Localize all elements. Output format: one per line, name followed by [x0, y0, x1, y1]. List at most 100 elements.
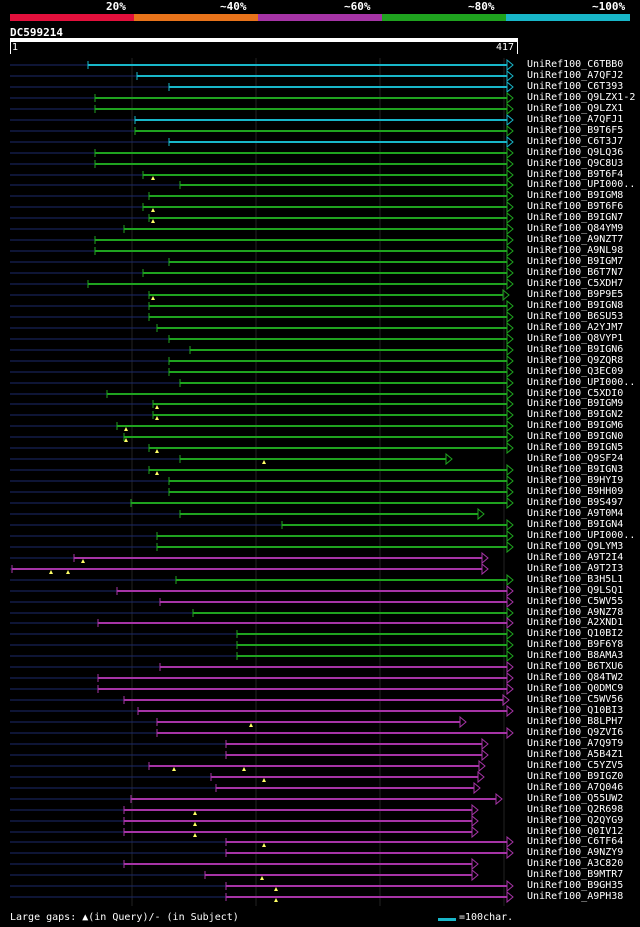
hit-row[interactable]: UniRef100_B9IGN0	[0, 431, 640, 443]
hit-row[interactable]: UniRef100_Q84TW2	[0, 672, 640, 684]
hit-row[interactable]: UniRef100_A9T2I4	[0, 552, 640, 564]
hit-row[interactable]: UniRef100_A3C820	[0, 858, 640, 870]
hit-label[interactable]: UniRef100_Q9C8U3	[527, 158, 624, 169]
hit-label[interactable]: UniRef100_A7Q9T9	[527, 738, 624, 749]
hit-label[interactable]: UniRef100_B6TXU6	[527, 661, 624, 672]
hit-label[interactable]: UniRef100_B9IGN2	[527, 409, 624, 420]
hit-row[interactable]: UniRef100_C6TF64	[0, 836, 640, 848]
hit-row[interactable]: UniRef100_Q2QYG9	[0, 815, 640, 827]
hit-label[interactable]: UniRef100_B9F6Y8	[527, 639, 624, 650]
hit-label[interactable]: UniRef100_B9IGN7	[527, 212, 624, 223]
hit-label[interactable]: UniRef100_A5B4Z1	[527, 749, 624, 760]
hit-row[interactable]: UniRef100_Q9LZX1-2	[0, 92, 640, 104]
hit-row[interactable]: UniRef100_B8AMA3	[0, 650, 640, 662]
hit-row[interactable]: UniRef100_Q84YM9	[0, 223, 640, 235]
hit-row[interactable]: UniRef100_A2YJM7	[0, 322, 640, 334]
hit-row[interactable]: UniRef100_B9MTR7	[0, 869, 640, 881]
hit-row[interactable]: UniRef100_C5XDH7	[0, 278, 640, 290]
hit-row[interactable]: UniRef100_B9S497	[0, 497, 640, 509]
hit-label[interactable]: UniRef100_C6T393	[527, 81, 624, 92]
hit-label[interactable]: UniRef100_B8AMA3	[527, 650, 624, 661]
hit-label[interactable]: UniRef100_A7QFJ2	[527, 70, 624, 81]
hit-row[interactable]: UniRef100_B3H5L1	[0, 574, 640, 586]
hit-row[interactable]: UniRef100_C6T3J7	[0, 136, 640, 148]
hit-row[interactable]: UniRef100_B9IGN6	[0, 344, 640, 356]
hit-row[interactable]: UniRef100_Q55UW2	[0, 793, 640, 805]
hit-row[interactable]: UniRef100_UPI000..	[0, 179, 640, 191]
hit-label[interactable]: UniRef100_B9IGZ0	[527, 771, 624, 782]
hit-label[interactable]: UniRef100_C5WV56	[527, 694, 624, 705]
hit-label[interactable]: UniRef100_Q8VYP1	[527, 333, 624, 344]
hit-row[interactable]: UniRef100_B9IGM6	[0, 420, 640, 432]
hit-label[interactable]: UniRef100_B9IGN4	[527, 519, 624, 530]
hit-label[interactable]: UniRef100_C6TF64	[527, 836, 624, 847]
hit-label[interactable]: UniRef100_Q2R698	[527, 804, 624, 815]
hit-row[interactable]: UniRef100_Q9LYM3	[0, 541, 640, 553]
hit-label[interactable]: UniRef100_A3C820	[527, 858, 624, 869]
hit-row[interactable]: UniRef100_Q10BI2	[0, 628, 640, 640]
hit-label[interactable]: UniRef100_C5YZV5	[527, 760, 624, 771]
hit-row[interactable]: UniRef100_B9IGN2	[0, 409, 640, 421]
hit-row[interactable]: UniRef100_B9IGM9	[0, 398, 640, 410]
hit-row[interactable]: UniRef100_Q9LZX1	[0, 103, 640, 115]
hit-label[interactable]: UniRef100_B9T6F5	[527, 125, 624, 136]
hit-row[interactable]: UniRef100_A9NZY9	[0, 847, 640, 859]
hit-label[interactable]: UniRef100_B9T6F6	[527, 201, 624, 212]
hit-row[interactable]: UniRef100_B9IGN4	[0, 519, 640, 531]
hit-row[interactable]: UniRef100_B9GH35	[0, 880, 640, 892]
hit-row[interactable]: UniRef100_A7Q046	[0, 782, 640, 794]
hit-label[interactable]: UniRef100_B9GH35	[527, 880, 624, 891]
hit-label[interactable]: UniRef100_Q9LYM3	[527, 541, 624, 552]
hit-label[interactable]: UniRef100_Q55UW2	[527, 793, 624, 804]
hit-label[interactable]: UniRef100_B9IGM8	[527, 190, 624, 201]
hit-label[interactable]: UniRef100_A9NZ78	[527, 607, 624, 618]
hit-row[interactable]: UniRef100_Q0IV12	[0, 826, 640, 838]
hit-row[interactable]: UniRef100_Q2R698	[0, 804, 640, 816]
hit-row[interactable]: UniRef100_C5WV55	[0, 596, 640, 608]
hit-label[interactable]: UniRef100_C5XDH7	[527, 278, 624, 289]
hit-label[interactable]: UniRef100_B9MTR7	[527, 869, 624, 880]
hit-label[interactable]: UniRef100_Q10BI3	[527, 705, 624, 716]
hit-label[interactable]: UniRef100_Q10BI2	[527, 628, 624, 639]
hit-label[interactable]: UniRef100_B9IGN6	[527, 344, 624, 355]
hit-row[interactable]: UniRef100_A9NL98	[0, 245, 640, 257]
hit-label[interactable]: UniRef100_B9IGM6	[527, 420, 624, 431]
hit-label[interactable]: UniRef100_Q3EC09	[527, 366, 624, 377]
hit-row[interactable]: UniRef100_A9NZ78	[0, 607, 640, 619]
hit-row[interactable]: UniRef100_C6TBB0	[0, 59, 640, 71]
hit-label[interactable]: UniRef100_C6T3J7	[527, 136, 624, 147]
hit-label[interactable]: UniRef100_A7Q046	[527, 782, 624, 793]
hit-row[interactable]: UniRef100_A9PH38	[0, 891, 640, 903]
hit-row[interactable]: UniRef100_B9HH09	[0, 486, 640, 498]
hit-label[interactable]: UniRef100_C5WV55	[527, 596, 624, 607]
hit-label[interactable]: UniRef100_B9IGN0	[527, 431, 624, 442]
hit-label[interactable]: UniRef100_Q9LSQ1	[527, 585, 624, 596]
hit-label[interactable]: UniRef100_B9IGN8	[527, 300, 624, 311]
hit-row[interactable]: UniRef100_UPI000..	[0, 530, 640, 542]
hit-row[interactable]: UniRef100_B9IGN8	[0, 300, 640, 312]
hit-label[interactable]: UniRef100_Q9LZX1	[527, 103, 624, 114]
hit-label[interactable]: UniRef100_A9T2I3	[527, 563, 624, 574]
hit-row[interactable]: UniRef100_B8LPH7	[0, 716, 640, 728]
hit-row[interactable]: UniRef100_A9T0M4	[0, 508, 640, 520]
hit-row[interactable]: UniRef100_C5WV56	[0, 694, 640, 706]
hit-label[interactable]: UniRef100_A9T0M4	[527, 508, 624, 519]
hit-row[interactable]: UniRef100_B9IGN3	[0, 464, 640, 476]
hit-row[interactable]: UniRef100_B9IGN7	[0, 212, 640, 224]
hit-label[interactable]: UniRef100_Q0IV12	[527, 826, 624, 837]
hit-label[interactable]: UniRef100_Q0DMC9	[527, 683, 624, 694]
hit-label[interactable]: UniRef100_Q84TW2	[527, 672, 624, 683]
hit-row[interactable]: UniRef100_Q9SF24	[0, 453, 640, 465]
hit-row[interactable]: UniRef100_Q10BI3	[0, 705, 640, 717]
hit-label[interactable]: UniRef100_Q9LZX1-2	[527, 92, 636, 103]
hit-label[interactable]: UniRef100_A9PH38	[527, 891, 624, 902]
hit-label[interactable]: UniRef100_UPI000..	[527, 377, 636, 388]
hit-label[interactable]: UniRef100_C5XDI0	[527, 388, 624, 399]
hit-label[interactable]: UniRef100_Q84YM9	[527, 223, 624, 234]
hit-row[interactable]: UniRef100_Q3EC09	[0, 366, 640, 378]
hit-row[interactable]: UniRef100_B9HYI9	[0, 475, 640, 487]
hit-row[interactable]: UniRef100_A7QFJ2	[0, 70, 640, 82]
hit-row[interactable]: UniRef100_Q9LSQ1	[0, 585, 640, 597]
hit-label[interactable]: UniRef100_A2YJM7	[527, 322, 624, 333]
hit-row[interactable]: UniRef100_C5XDI0	[0, 388, 640, 400]
